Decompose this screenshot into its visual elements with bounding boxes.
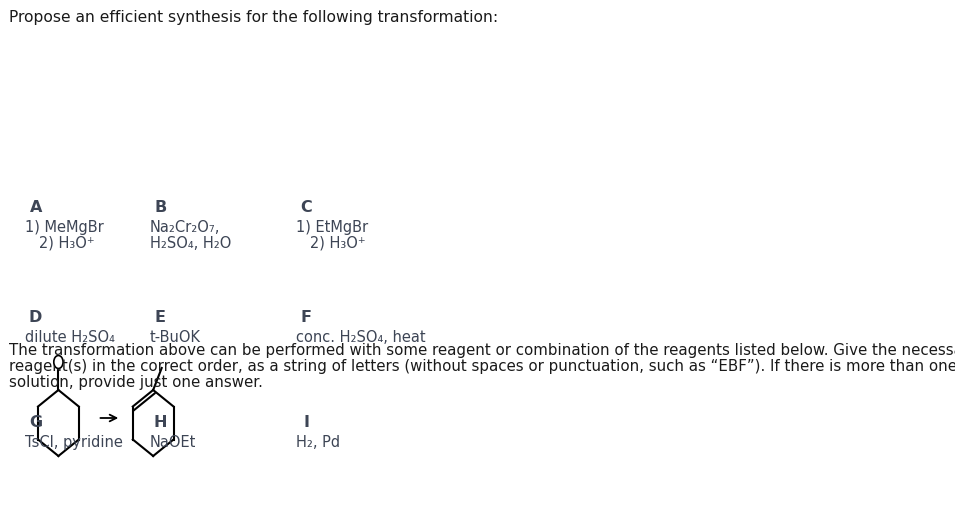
Text: solution, provide just one answer.: solution, provide just one answer. bbox=[9, 375, 263, 390]
Text: H₂, Pd: H₂, Pd bbox=[296, 435, 340, 450]
Text: conc. H₂SO₄, heat: conc. H₂SO₄, heat bbox=[296, 330, 425, 345]
Text: Propose an efficient synthesis for the following transformation:: Propose an efficient synthesis for the f… bbox=[9, 10, 498, 25]
Text: NaOEt: NaOEt bbox=[150, 435, 196, 450]
Text: reagent(s) in the correct order, as a string of letters (without spaces or punct: reagent(s) in the correct order, as a st… bbox=[9, 359, 955, 374]
Text: G: G bbox=[29, 415, 42, 430]
Text: B: B bbox=[154, 200, 166, 215]
Text: t-BuOK: t-BuOK bbox=[150, 330, 201, 345]
Text: E: E bbox=[155, 310, 166, 325]
Text: 1) MeMgBr: 1) MeMgBr bbox=[25, 220, 104, 235]
Text: D: D bbox=[29, 310, 42, 325]
Text: H₂SO₄, H₂O: H₂SO₄, H₂O bbox=[150, 236, 231, 251]
Text: 2) H₃O⁺: 2) H₃O⁺ bbox=[296, 236, 365, 251]
Text: The transformation above can be performed with some reagent or combination of th: The transformation above can be performe… bbox=[9, 343, 955, 358]
Text: F: F bbox=[301, 310, 312, 325]
Text: A: A bbox=[30, 200, 42, 215]
Text: 2) H₃O⁺: 2) H₃O⁺ bbox=[25, 236, 95, 251]
Text: C: C bbox=[301, 200, 312, 215]
Text: 1) EtMgBr: 1) EtMgBr bbox=[296, 220, 368, 235]
Text: I: I bbox=[304, 415, 309, 430]
Text: TsCl, pyridine: TsCl, pyridine bbox=[25, 435, 123, 450]
Circle shape bbox=[53, 355, 63, 369]
Text: dilute H₂SO₄: dilute H₂SO₄ bbox=[25, 330, 115, 345]
Text: H: H bbox=[154, 415, 167, 430]
Text: Na₂Cr₂O₇,: Na₂Cr₂O₇, bbox=[150, 220, 220, 235]
